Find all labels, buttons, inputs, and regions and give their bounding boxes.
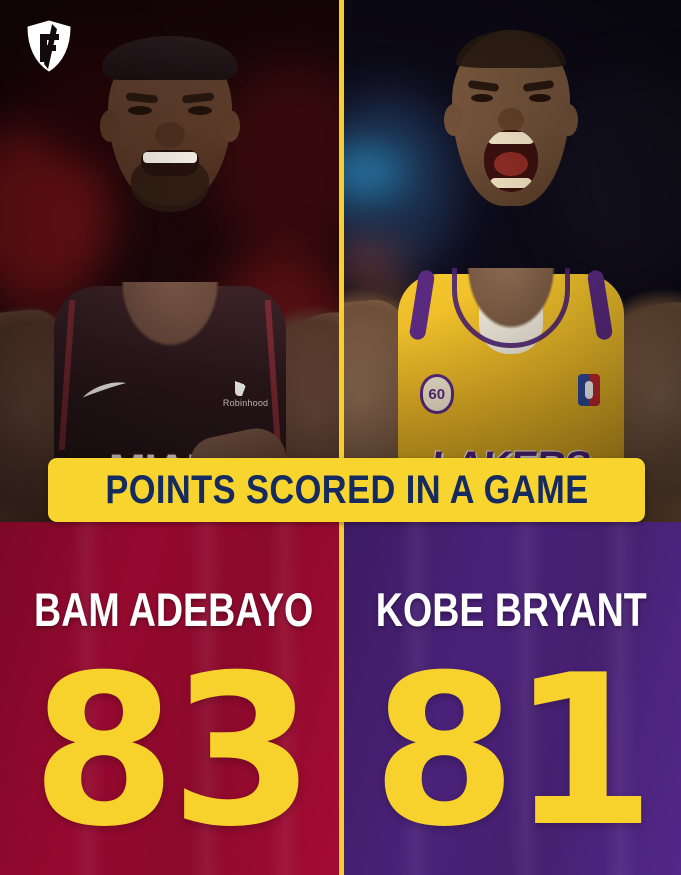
jersey-sponsor-patch: Robinhood [223, 374, 268, 408]
left-color-panel [0, 522, 341, 875]
arena-led-board [340, 150, 409, 194]
teeth [143, 152, 198, 163]
right-player-name: KOBE BRYANT [375, 583, 647, 636]
fanduel-shield-logo [26, 20, 72, 72]
ear [100, 110, 121, 142]
teeth [489, 178, 532, 188]
fabric-sheen [70, 522, 104, 875]
eye [470, 94, 493, 102]
eyebrow [467, 79, 500, 93]
ear [220, 110, 241, 142]
right-player-photo: 60 LAKERS 24 [340, 0, 681, 522]
jersey-collar-trim [451, 268, 570, 348]
eyebrow [125, 92, 159, 104]
eye [528, 94, 551, 102]
arena-backdrop-blob [551, 70, 681, 280]
eyebrow [522, 79, 555, 93]
right-player-head [443, 30, 578, 206]
nike-swoosh-icon [82, 382, 128, 400]
nba-logo-icon [577, 374, 600, 406]
left-player-score: 83 [31, 631, 315, 873]
headband [102, 36, 239, 80]
right-player-score: 81 [372, 631, 655, 873]
fabric-sheen [190, 522, 224, 875]
eye [128, 106, 153, 115]
center-divider [339, 0, 344, 875]
teeth [486, 132, 535, 144]
left-player-photo: Robinhood MIAMI [0, 0, 341, 522]
nose [155, 122, 186, 148]
fabric-sheen [602, 522, 637, 875]
fabric-sheen [268, 522, 302, 875]
mouth [141, 150, 200, 176]
fabric-sheen [398, 522, 433, 875]
right-player-panel: 60 LAKERS 24 [340, 0, 681, 875]
mouth-open-shouting [483, 130, 538, 192]
hairline [455, 30, 566, 68]
eye [188, 106, 213, 115]
fabric-sheen [508, 522, 543, 875]
nose [497, 108, 524, 132]
anniversary-patch: 60 [419, 374, 454, 414]
arena-backdrop-blob [210, 60, 341, 260]
tongue [493, 152, 528, 176]
jersey-trim [59, 299, 76, 451]
headline-text: POINTS SCORED IN A GAME [104, 468, 589, 512]
eyebrow [181, 92, 215, 104]
robinhood-icon [234, 374, 257, 396]
headline-banner: POINTS SCORED IN A GAME [48, 458, 645, 522]
right-color-panel [340, 522, 681, 875]
ear [443, 104, 463, 136]
left-player-name: BAM ADEBAYO [34, 583, 314, 636]
jersey-sponsor-label: Robinhood [222, 398, 269, 408]
left-player-head [100, 36, 241, 212]
ear [558, 104, 578, 136]
